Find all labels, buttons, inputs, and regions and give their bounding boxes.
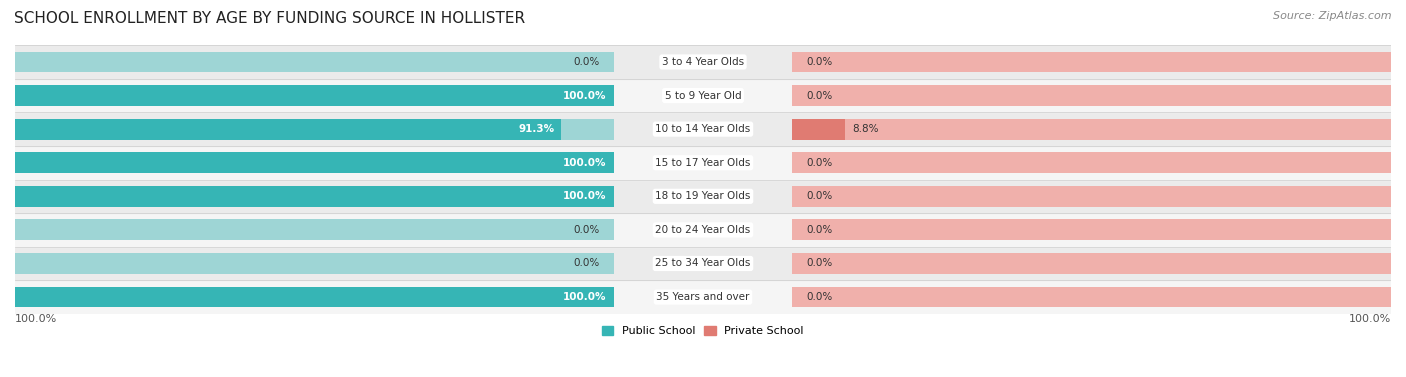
Text: 0.0%: 0.0%: [806, 191, 832, 201]
Text: Source: ZipAtlas.com: Source: ZipAtlas.com: [1274, 11, 1392, 21]
Text: 18 to 19 Year Olds: 18 to 19 Year Olds: [655, 191, 751, 201]
Bar: [15, 152, 613, 173]
Text: 5 to 9 Year Old: 5 to 9 Year Old: [665, 90, 741, 101]
Text: 0.0%: 0.0%: [806, 259, 832, 268]
Text: 3 to 4 Year Olds: 3 to 4 Year Olds: [662, 57, 744, 67]
Bar: [15, 186, 613, 207]
Bar: [793, 186, 1391, 207]
Bar: [15, 119, 613, 139]
Bar: [793, 152, 1391, 173]
Bar: [15, 119, 561, 139]
Text: 15 to 17 Year Olds: 15 to 17 Year Olds: [655, 158, 751, 168]
Bar: [793, 119, 1391, 139]
Bar: [15, 112, 1391, 146]
Text: SCHOOL ENROLLMENT BY AGE BY FUNDING SOURCE IN HOLLISTER: SCHOOL ENROLLMENT BY AGE BY FUNDING SOUR…: [14, 11, 526, 26]
Bar: [15, 146, 1391, 179]
Text: 0.0%: 0.0%: [806, 90, 832, 101]
Bar: [15, 79, 1391, 112]
Bar: [15, 45, 1391, 79]
Bar: [793, 52, 1391, 72]
Bar: [15, 179, 1391, 213]
Text: 0.0%: 0.0%: [806, 225, 832, 235]
Bar: [15, 280, 1391, 314]
Text: 0.0%: 0.0%: [574, 259, 600, 268]
Bar: [793, 219, 1391, 240]
Text: 0.0%: 0.0%: [806, 57, 832, 67]
Text: 20 to 24 Year Olds: 20 to 24 Year Olds: [655, 225, 751, 235]
Bar: [15, 52, 613, 72]
Bar: [15, 152, 613, 173]
Text: 100.0%: 100.0%: [564, 90, 606, 101]
Bar: [15, 186, 613, 207]
Text: 100.0%: 100.0%: [1348, 314, 1391, 324]
Legend: Public School, Private School: Public School, Private School: [598, 321, 808, 340]
Text: 0.0%: 0.0%: [806, 158, 832, 168]
Text: 8.8%: 8.8%: [852, 124, 879, 134]
Bar: [793, 287, 1391, 308]
Text: 0.0%: 0.0%: [574, 57, 600, 67]
Text: 0.0%: 0.0%: [806, 292, 832, 302]
Text: 10 to 14 Year Olds: 10 to 14 Year Olds: [655, 124, 751, 134]
Text: 91.3%: 91.3%: [519, 124, 554, 134]
Bar: [15, 213, 1391, 247]
Bar: [15, 85, 613, 106]
Text: 100.0%: 100.0%: [564, 292, 606, 302]
Bar: [15, 219, 613, 240]
Text: 100.0%: 100.0%: [15, 314, 58, 324]
Text: 100.0%: 100.0%: [564, 158, 606, 168]
Bar: [15, 85, 613, 106]
Bar: [793, 253, 1391, 274]
Bar: [15, 287, 613, 308]
Text: 0.0%: 0.0%: [574, 225, 600, 235]
Text: 35 Years and over: 35 Years and over: [657, 292, 749, 302]
Bar: [15, 287, 613, 308]
Bar: [793, 85, 1391, 106]
Text: 100.0%: 100.0%: [564, 191, 606, 201]
Bar: [15, 247, 1391, 280]
Bar: [15, 253, 613, 274]
Bar: [793, 119, 845, 139]
Text: 25 to 34 Year Olds: 25 to 34 Year Olds: [655, 259, 751, 268]
